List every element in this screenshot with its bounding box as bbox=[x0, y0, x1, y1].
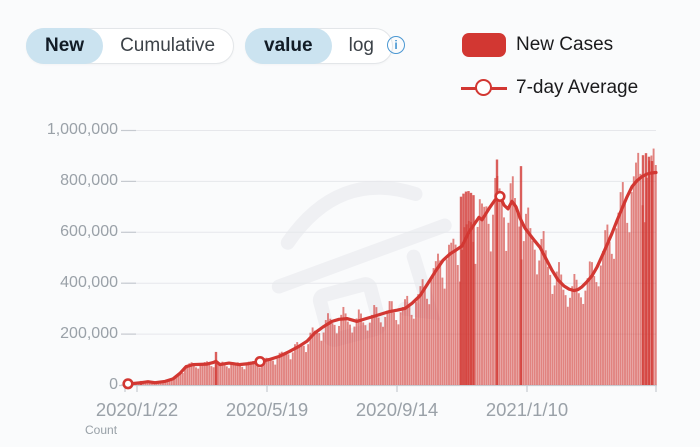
scale-toggle-value[interactable]: value bbox=[245, 28, 332, 64]
y-tick-1m: 1,000,000 bbox=[46, 121, 118, 138]
mode-toggle: New Cumulative bbox=[26, 28, 235, 64]
y-tick-400k: 400,000 bbox=[60, 274, 118, 291]
legend-new-cases-swatch[interactable] bbox=[462, 33, 506, 57]
x-tick-2020-9-14: 2020/9/14 bbox=[355, 399, 439, 420]
y-axis-name: Count bbox=[85, 423, 118, 437]
scale-toggle-log[interactable]: log bbox=[348, 35, 374, 56]
scale-toggle: value log bbox=[245, 28, 393, 64]
mode-toggle-cumulative[interactable]: Cumulative bbox=[120, 35, 216, 56]
y-tick-600k: 600,000 bbox=[60, 223, 118, 240]
legend-average-marker-icon bbox=[475, 79, 492, 96]
x-tick-2020-5-19: 2020/5/19 bbox=[225, 399, 309, 420]
x-tick-2021-1-10: 2021/1/10 bbox=[485, 399, 569, 420]
x-tick-2020-1-22: 2020/1/22 bbox=[95, 399, 179, 420]
mode-toggle-new[interactable]: New bbox=[26, 28, 104, 64]
y-tick-0: 0 bbox=[109, 376, 118, 393]
y-tick-800k: 800,000 bbox=[60, 172, 118, 189]
legend-average-label[interactable]: 7-day Average bbox=[516, 77, 639, 98]
info-icon[interactable]: i bbox=[387, 36, 405, 54]
y-tick-200k: 200,000 bbox=[60, 325, 118, 342]
legend-new-cases-label[interactable]: New Cases bbox=[516, 34, 614, 55]
